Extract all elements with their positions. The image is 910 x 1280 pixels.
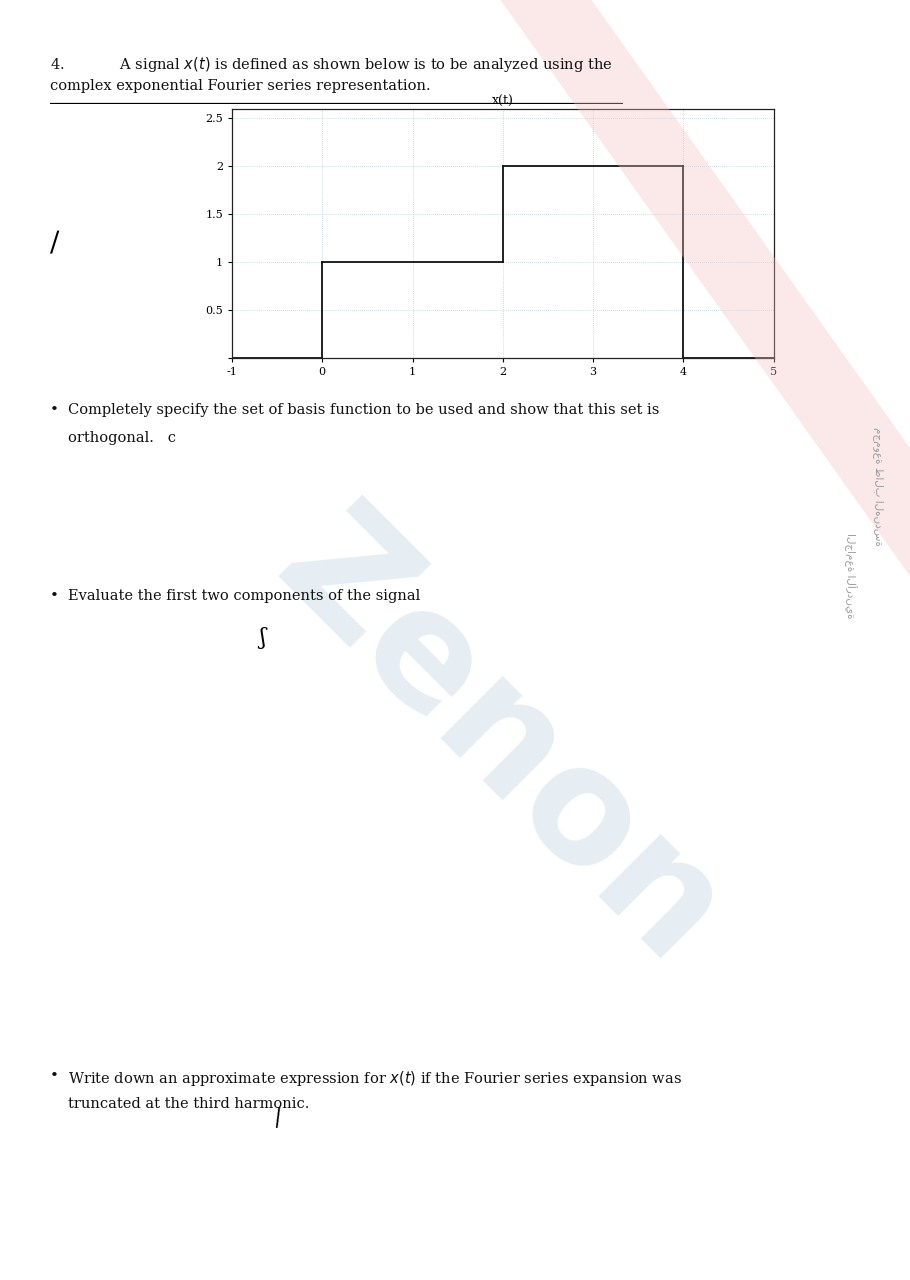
Text: •: • bbox=[50, 1069, 59, 1083]
Text: الجامعة الأردنية: الجامعة الأردنية bbox=[844, 534, 857, 618]
Text: ʃ: ʃ bbox=[259, 627, 266, 649]
Text: •: • bbox=[50, 589, 59, 603]
Text: orthogonal.   c: orthogonal. c bbox=[68, 431, 177, 445]
Polygon shape bbox=[501, 0, 910, 576]
Text: truncated at the third harmonic.: truncated at the third harmonic. bbox=[68, 1097, 309, 1111]
Text: Evaluate the first two components of the signal: Evaluate the first two components of the… bbox=[68, 589, 420, 603]
Text: مجموعة طالب الهندسة: مجموعة طالب الهندسة bbox=[873, 428, 884, 545]
Text: 4.            A signal $x(t)$ is defined as shown below is to be analyzed using : 4. A signal $x(t)$ is defined as shown b… bbox=[50, 55, 612, 74]
Text: Write down an approximate expression for $x(t)$ if the Fourier series expansion : Write down an approximate expression for… bbox=[68, 1069, 682, 1088]
Text: Zenon: Zenon bbox=[248, 489, 753, 996]
Title: x(t): x(t) bbox=[491, 95, 514, 108]
Text: Completely specify the set of basis function to be used and show that this set i: Completely specify the set of basis func… bbox=[68, 403, 660, 417]
Text: complex exponential Fourier series representation.: complex exponential Fourier series repre… bbox=[50, 79, 430, 93]
Text: /: / bbox=[273, 1107, 285, 1132]
Text: •: • bbox=[50, 403, 59, 417]
Text: ∕: ∕ bbox=[50, 230, 59, 257]
